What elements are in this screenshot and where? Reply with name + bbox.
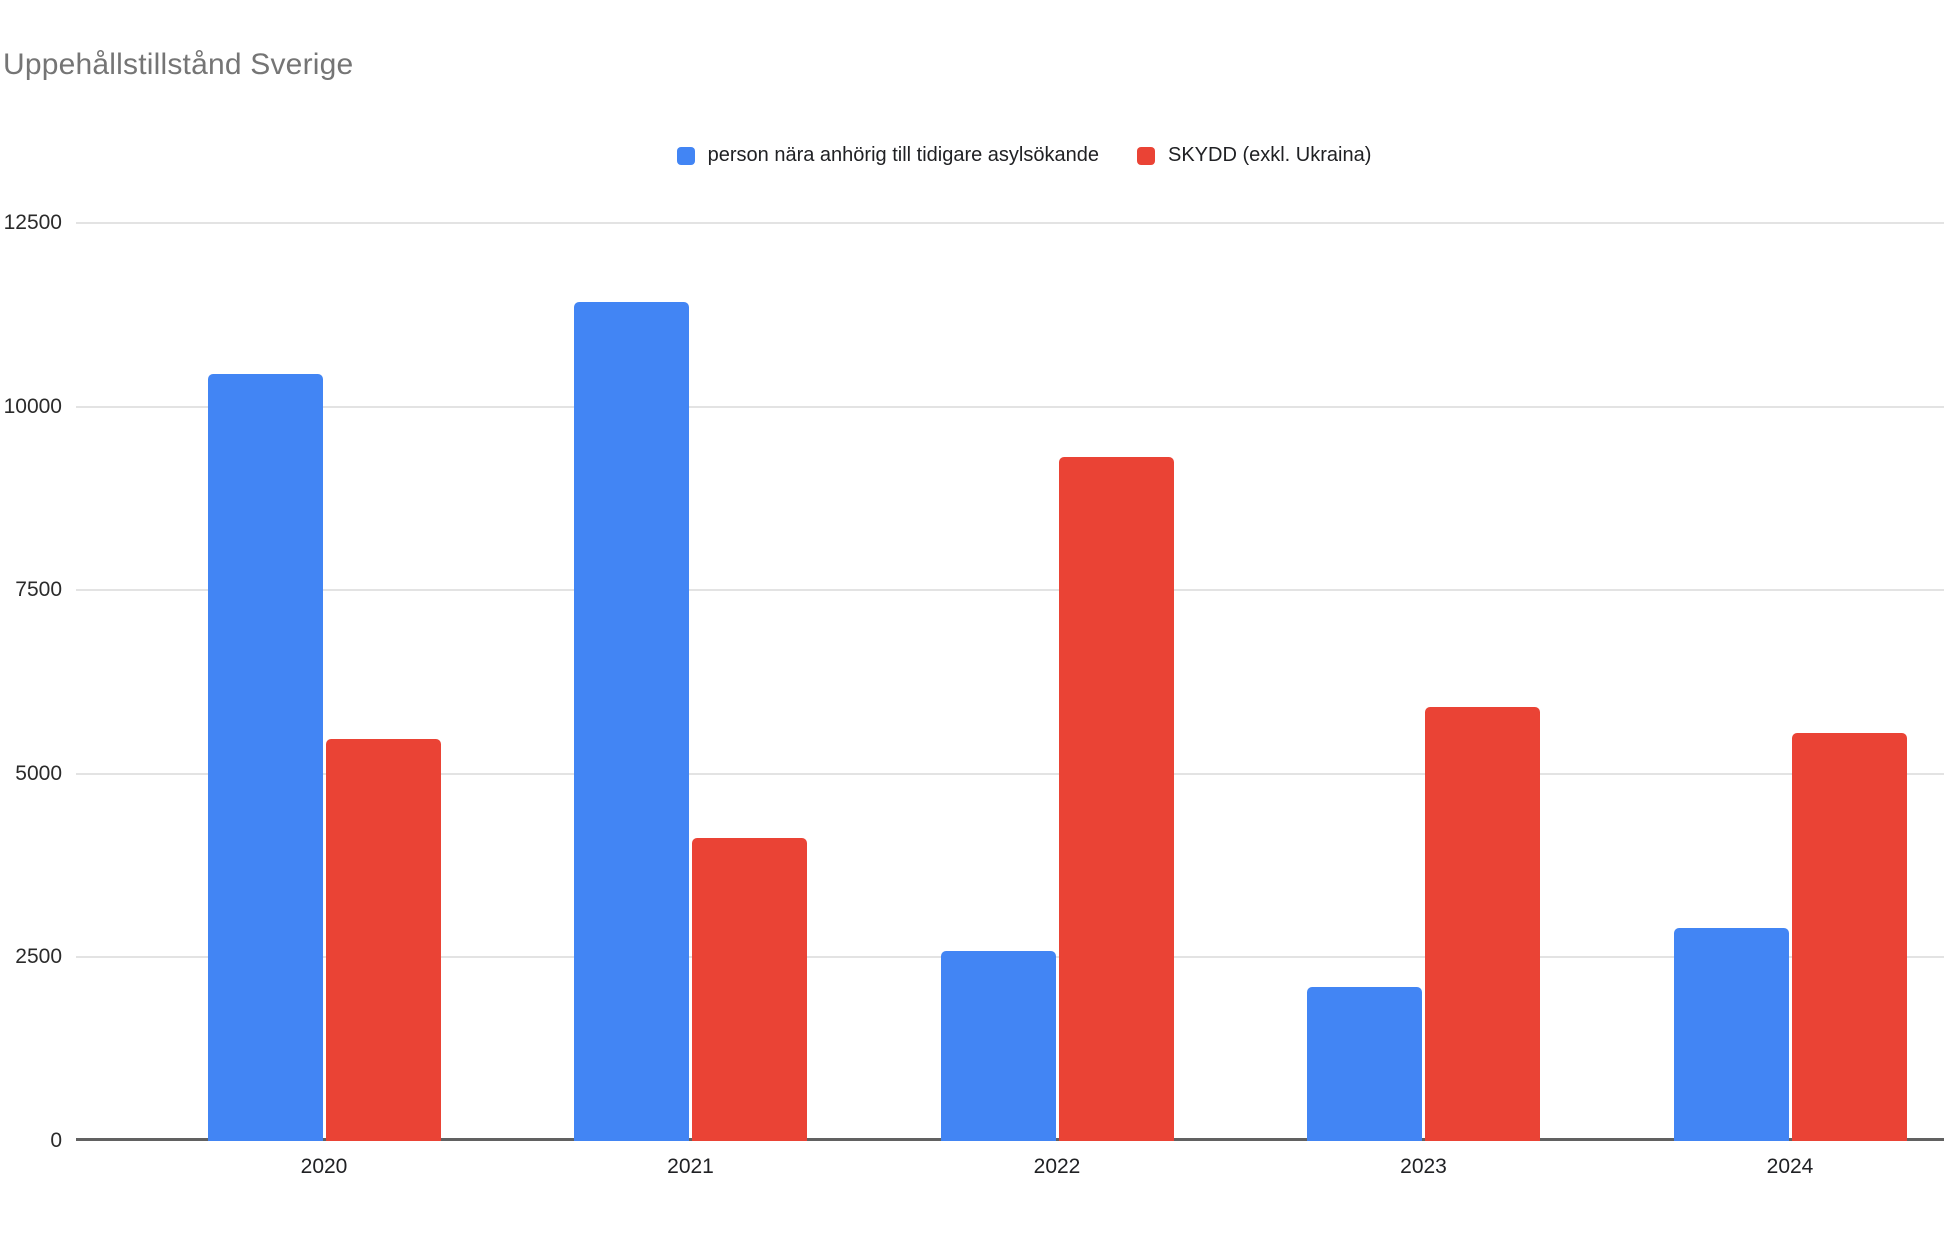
x-category-label: 2023 — [1400, 1155, 1447, 1178]
legend-swatch-icon — [676, 146, 695, 165]
bar-2020-series-1[interactable] — [325, 738, 441, 1141]
legend-item: person nära anhörig till tidigare asylsö… — [676, 144, 1099, 167]
bar-2023-series-1[interactable] — [1425, 706, 1540, 1141]
bar-2022-series-1[interactable] — [1058, 457, 1174, 1141]
bar-2020-series-0[interactable] — [207, 373, 323, 1141]
y-tick-label: 7500 — [15, 578, 62, 602]
bar-2023-series-0[interactable] — [1307, 986, 1422, 1141]
legend-swatch-icon — [1136, 146, 1155, 165]
legend-label: SKYDD (exkl. Ukraina) — [1167, 144, 1372, 166]
bar-2024-series-1[interactable] — [1791, 732, 1907, 1141]
y-tick-label: 2500 — [15, 945, 62, 969]
x-category-label: 2020 — [300, 1155, 348, 1178]
bar-2021-series-0[interactable] — [574, 302, 689, 1141]
legend-label: person nära anhörig till tidigare asylsö… — [707, 144, 1099, 166]
y-tick-label: 5000 — [15, 761, 62, 785]
y-tick-label: 10000 — [3, 394, 62, 418]
bar-2022-series-0[interactable] — [940, 950, 1056, 1141]
x-category-label: 2022 — [1033, 1155, 1081, 1178]
gridline — [76, 772, 1944, 775]
bar-2021-series-1[interactable] — [692, 837, 807, 1141]
gridline — [76, 222, 1944, 224]
gridline — [76, 405, 1944, 408]
gridline — [76, 589, 1944, 592]
bar-2024-series-0[interactable] — [1673, 928, 1789, 1141]
legend-item: SKYDD (exkl. Ukraina) — [1136, 144, 1372, 167]
x-category-label: 2021 — [667, 1155, 714, 1178]
chart-legend: person nära anhörig till tidigare asylsö… — [52, 144, 1944, 167]
y-tick-label: 0 — [50, 1129, 62, 1152]
chart-title: Uppehållstillstånd Sverige — [3, 48, 354, 81]
plot-area: 0 2500 5000 7500 10000 12500 2020 2021 2022 2023 2… — [4, 211, 1944, 1178]
x-category-label: 2024 — [1766, 1155, 1814, 1178]
y-tick-label: 12500 — [3, 211, 62, 234]
